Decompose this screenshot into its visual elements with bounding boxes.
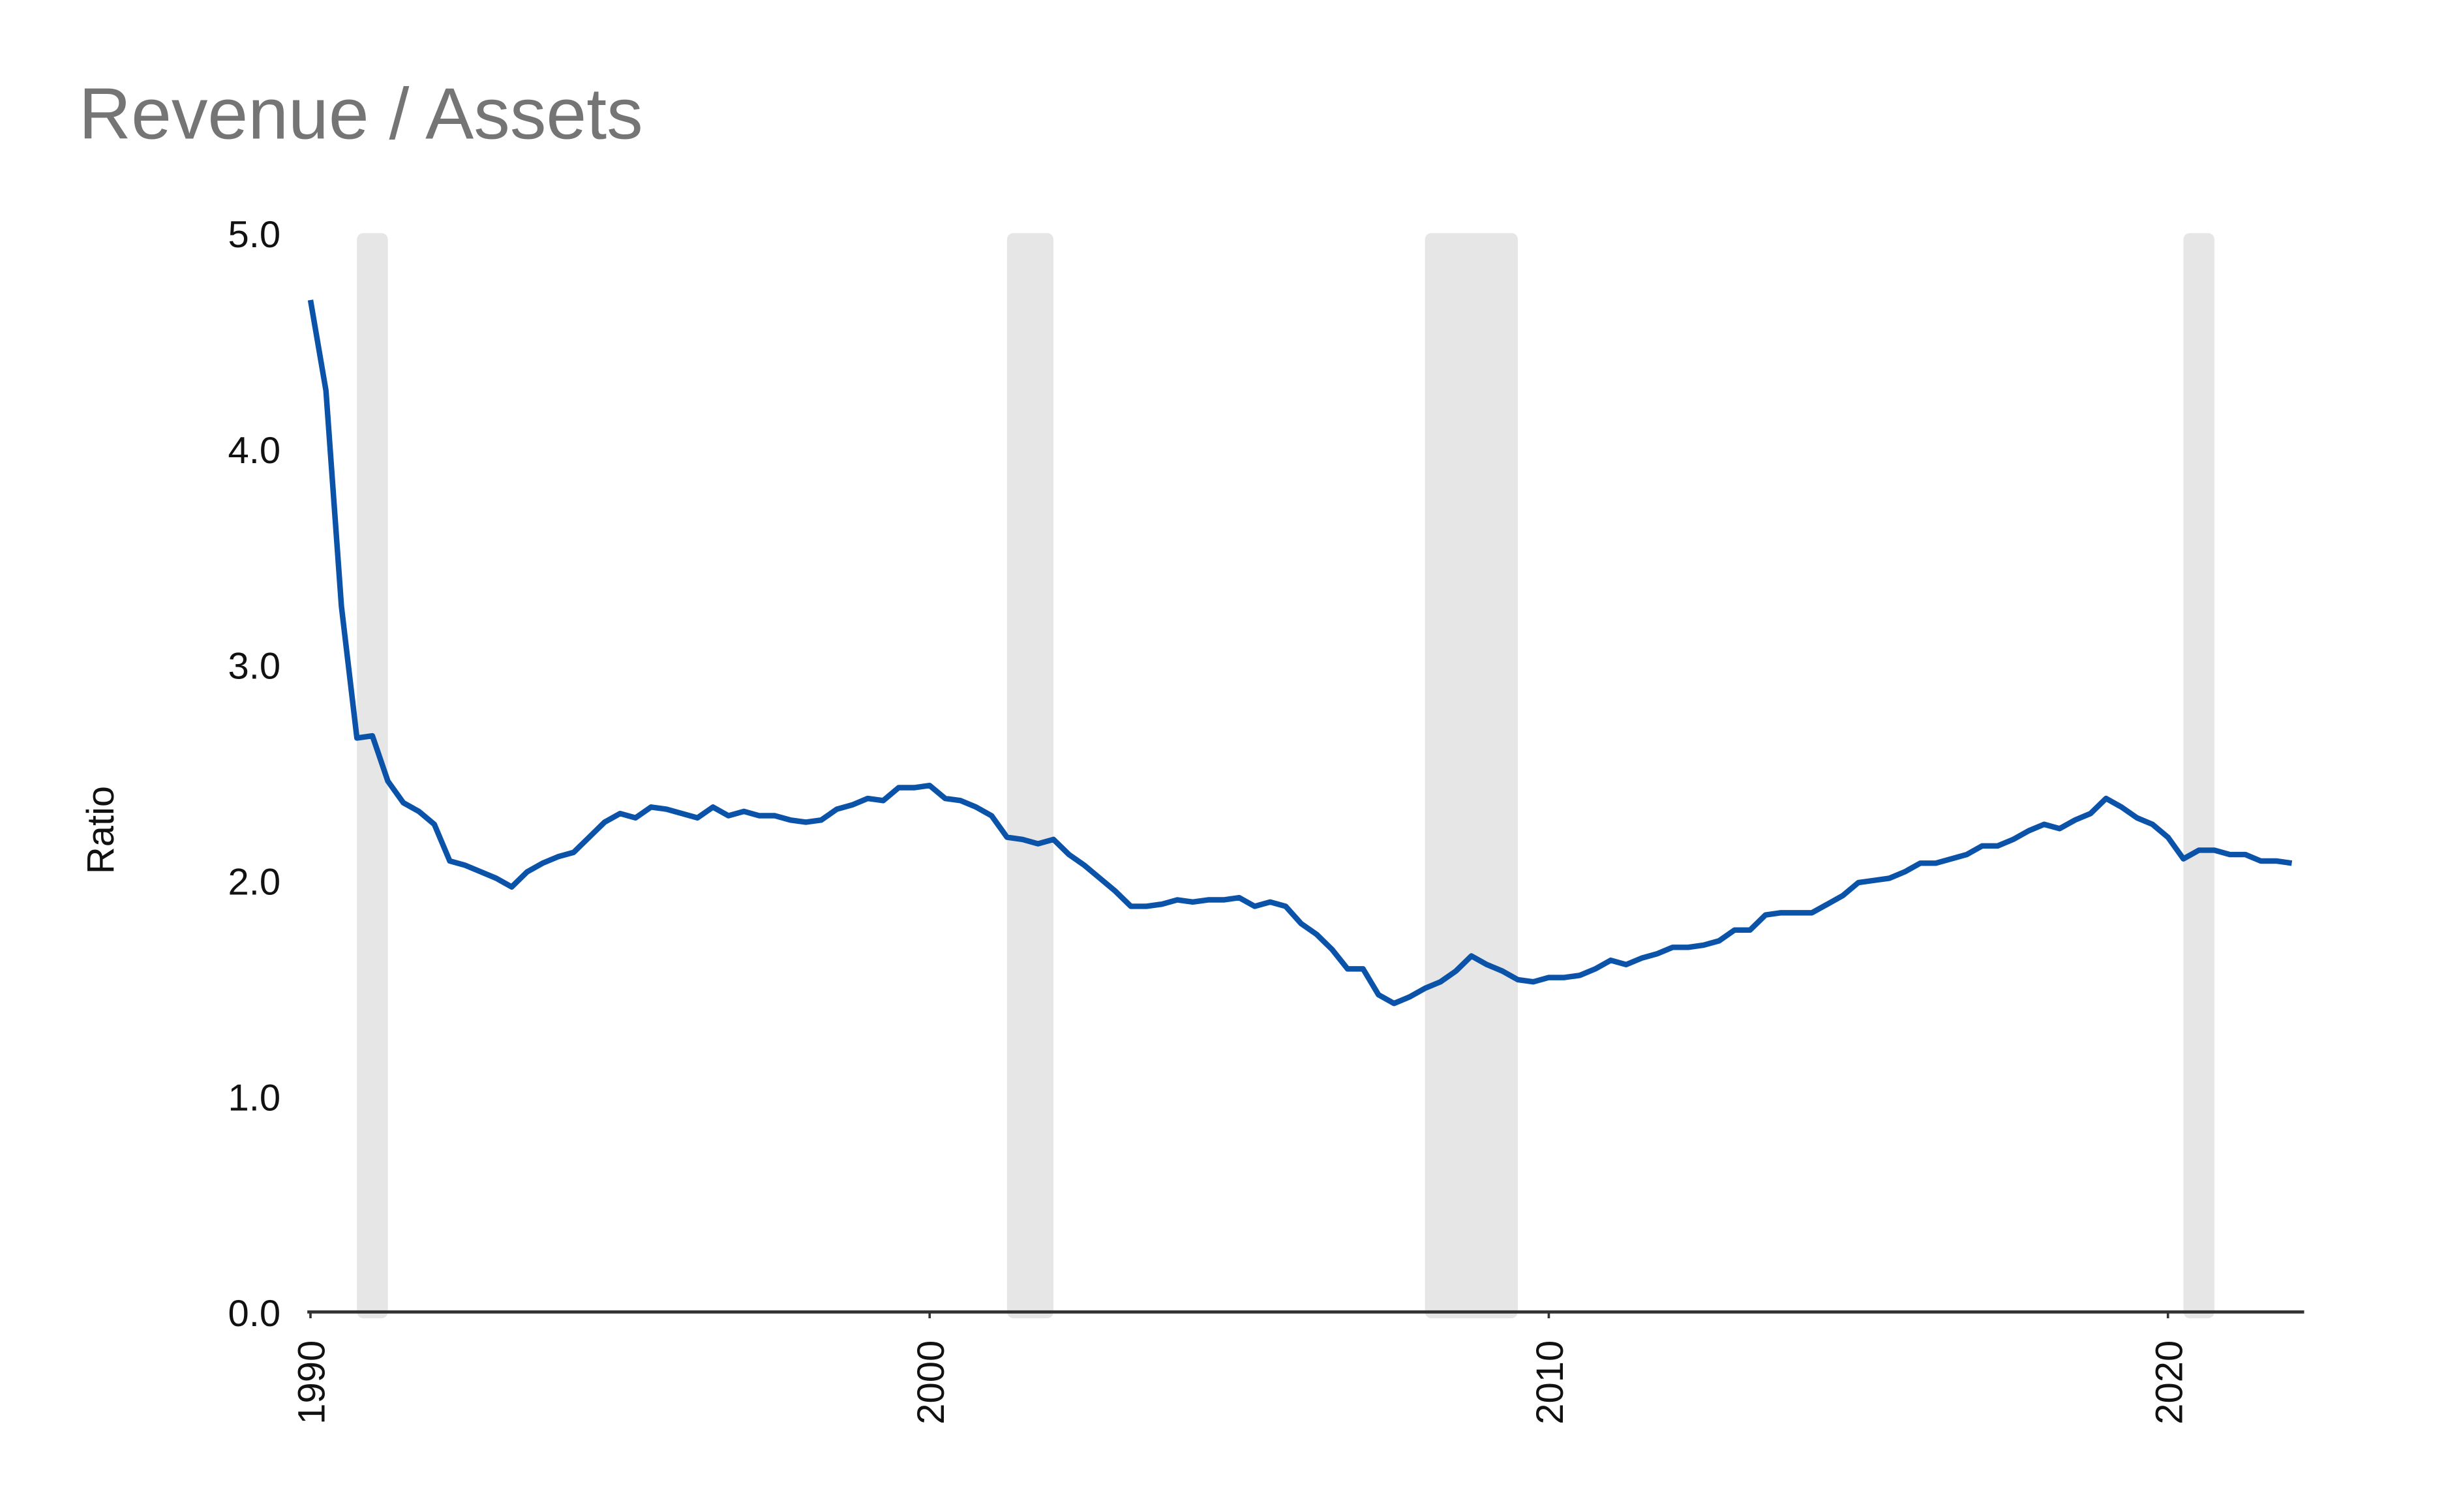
y-tick-label: 1.0 bbox=[228, 1077, 280, 1119]
x-tick-label: 1990 bbox=[292, 1340, 333, 1425]
y-tick-label: 0.0 bbox=[228, 1293, 280, 1335]
y-tick-label: 2.0 bbox=[228, 862, 280, 903]
recession-band bbox=[1006, 233, 1054, 1319]
recession-band bbox=[357, 233, 388, 1319]
y-tick-label: 5.0 bbox=[228, 214, 280, 256]
y-axis-label: Ratio bbox=[80, 786, 122, 874]
x-tick-label: 2010 bbox=[1530, 1340, 1571, 1425]
x-tick-label: 2020 bbox=[2149, 1340, 2190, 1425]
data-line bbox=[307, 299, 2293, 1006]
y-tick-label: 4.0 bbox=[228, 430, 280, 472]
recession-band bbox=[1425, 233, 1518, 1319]
x-tick-label: 2000 bbox=[911, 1340, 952, 1425]
recession-band bbox=[2183, 233, 2214, 1319]
chart-title: Revenue / Assets bbox=[79, 73, 643, 155]
y-tick-label: 3.0 bbox=[228, 646, 280, 688]
